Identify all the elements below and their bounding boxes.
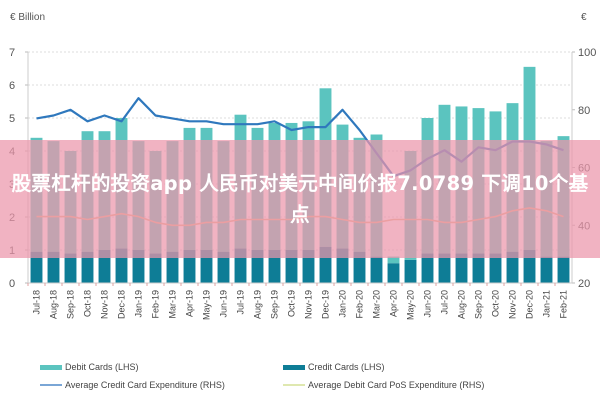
credit-cards-bar xyxy=(115,248,128,283)
x-axis-tick-label: Feb-19 xyxy=(151,290,161,319)
credit-cards-bar xyxy=(336,248,349,283)
credit-cards-bar xyxy=(251,250,264,283)
legend-line-debit-icon xyxy=(283,384,305,386)
x-axis-tick-label: Feb-20 xyxy=(355,290,365,319)
right-axis-tick: 100 xyxy=(578,47,596,59)
x-axis-tick-label: Jul-18 xyxy=(32,290,42,315)
credit-cards-bar xyxy=(64,253,77,283)
x-axis-tick-label: Mar-19 xyxy=(168,290,178,319)
x-axis-tick-label: Jan-19 xyxy=(134,290,144,318)
credit-cards-bar xyxy=(166,251,179,283)
legend-swatch-credit-icon xyxy=(283,364,305,370)
credit-cards-bar xyxy=(47,251,60,283)
credit-cards-bar xyxy=(302,250,315,283)
x-axis-tick-label: Apr-20 xyxy=(389,290,399,317)
x-axis-tick-label: Mar-20 xyxy=(372,290,382,319)
credit-cards-bar xyxy=(438,253,451,283)
debit-cards-bar xyxy=(387,256,400,264)
x-axis-tick-label: Oct-19 xyxy=(287,290,297,317)
legend-item-credit-cards: Credit Cards (LHS) xyxy=(283,362,385,372)
credit-cards-bar xyxy=(557,256,570,283)
credit-cards-bar xyxy=(523,250,536,283)
credit-cards-bar xyxy=(387,263,400,283)
credit-cards-bar xyxy=(455,253,468,283)
credit-cards-bar xyxy=(370,256,383,283)
left-axis-tick: 7 xyxy=(9,47,15,59)
credit-cards-bar xyxy=(540,256,553,283)
credit-cards-bar xyxy=(234,248,247,283)
credit-cards-bar xyxy=(489,253,502,283)
chart-legend: Debit Cards (LHS) Credit Cards (LHS) Ave… xyxy=(0,350,600,400)
credit-cards-bar xyxy=(200,250,213,283)
legend-label: Debit Cards (LHS) xyxy=(65,362,139,372)
legend-item-avg-debit-pos-expenditure: Average Debit Card PoS Expenditure (RHS) xyxy=(283,380,484,390)
x-axis-tick-label: Aug-18 xyxy=(49,290,59,319)
x-axis-tick-label: Jun-20 xyxy=(423,290,433,318)
left-axis-tick: 5 xyxy=(9,113,15,125)
x-axis-tick-label: Dec-20 xyxy=(525,290,535,319)
x-axis-tick-label: Sep-18 xyxy=(66,290,76,319)
x-axis-tick-label: Jan-21 xyxy=(542,290,552,318)
x-axis-tick-label: Jul-19 xyxy=(236,290,246,315)
x-axis-tick-label: Apr-19 xyxy=(185,290,195,317)
x-axis-tick-label: Aug-19 xyxy=(253,290,263,319)
x-axis-tick-label: Oct-20 xyxy=(491,290,501,317)
x-axis-tick-label: Jul-20 xyxy=(440,290,450,315)
x-axis-tick-label: Jan-20 xyxy=(338,290,348,318)
right-axis-tick: 20 xyxy=(578,278,590,290)
x-axis-tick-label: Aug-20 xyxy=(457,290,467,319)
x-axis-tick-label: Dec-18 xyxy=(117,290,127,319)
credit-cards-bar xyxy=(217,251,230,283)
x-axis-tick-label: Nov-20 xyxy=(508,290,518,319)
legend-label: Credit Cards (LHS) xyxy=(308,362,385,372)
legend-line-credit-icon xyxy=(40,384,62,386)
credit-cards-bar xyxy=(81,251,94,283)
legend-item-avg-credit-expenditure: Average Credit Card Expenditure (RHS) xyxy=(40,380,225,390)
x-axis-tick-label: Jun-19 xyxy=(219,290,229,318)
left-axis-tick: 0 xyxy=(9,278,15,290)
left-axis-unit-label: € Billion xyxy=(10,12,45,23)
credit-cards-bar xyxy=(506,251,519,283)
credit-cards-bar xyxy=(183,250,196,283)
x-axis-tick-label: Sep-20 xyxy=(474,290,484,319)
credit-cards-bar xyxy=(30,251,43,283)
credit-cards-bar xyxy=(285,250,298,283)
credit-cards-bar xyxy=(319,246,332,283)
credit-cards-bar xyxy=(132,250,145,283)
legend-item-debit-cards: Debit Cards (LHS) xyxy=(40,362,139,372)
left-axis-tick: 6 xyxy=(9,80,15,92)
credit-cards-bar xyxy=(353,251,366,283)
credit-cards-bar xyxy=(98,250,111,283)
legend-label: Average Credit Card Expenditure (RHS) xyxy=(65,380,225,390)
credit-cards-bar xyxy=(472,253,485,283)
credit-cards-bar xyxy=(421,253,434,283)
legend-swatch-debit-icon xyxy=(40,364,62,370)
right-axis-unit-label: € xyxy=(581,12,587,23)
overlay-banner: 股票杠杆的投资app 人民币对美元中间价报7.0789 下调10个基点 xyxy=(0,140,600,258)
x-axis-tick-label: Dec-19 xyxy=(321,290,331,319)
legend-label: Average Debit Card PoS Expenditure (RHS) xyxy=(308,380,485,390)
x-axis-tick-label: Oct-18 xyxy=(83,290,93,317)
banner-headline: 股票杠杆的投资app 人民币对美元中间价报7.0789 下调10个基点 xyxy=(11,172,589,226)
credit-cards-bar xyxy=(404,259,417,283)
x-axis-tick-label: Sep-19 xyxy=(270,290,280,319)
x-axis-tick-label: Nov-19 xyxy=(304,290,314,319)
x-axis: Jul-18 Aug-18 Sep-18 Oct-18 Nov-18 Dec-18 Jan-… xyxy=(27,282,572,320)
x-axis-tick-label: Feb-21 xyxy=(559,290,569,319)
credit-cards-bar xyxy=(149,253,162,283)
x-axis-tick-label: Nov-18 xyxy=(100,290,110,319)
credit-cards-bar xyxy=(268,250,281,283)
x-axis-tick-label: May-19 xyxy=(202,290,212,320)
right-axis-tick: 80 xyxy=(578,105,590,117)
x-axis-tick-label: May-20 xyxy=(406,290,416,320)
